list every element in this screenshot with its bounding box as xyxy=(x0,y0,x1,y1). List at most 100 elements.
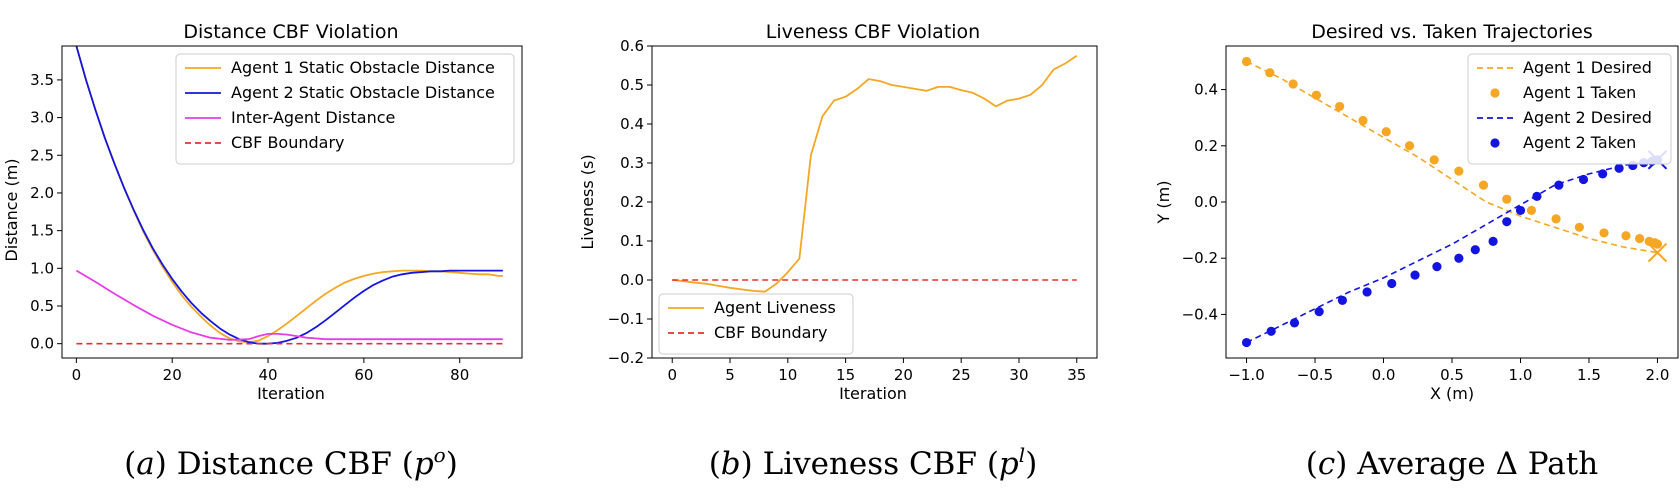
data-point xyxy=(1502,217,1512,227)
y-tick-label: −0.4 xyxy=(1182,305,1218,323)
x-tick-label: 1.0 xyxy=(1509,366,1533,384)
caption-letter: a xyxy=(136,446,154,482)
chart-title: Liveness CBF Violation xyxy=(766,21,980,43)
caption-superscript: o xyxy=(434,443,446,467)
data-point xyxy=(1515,205,1526,216)
y-tick-label: 0.3 xyxy=(620,154,644,172)
data-point xyxy=(1635,233,1645,244)
legend-item: CBF Boundary xyxy=(185,133,345,152)
chart-title: Desired vs. Taken Trajectories xyxy=(1311,21,1593,43)
data-point xyxy=(1387,278,1397,289)
legend-item: Agent 2 Taken xyxy=(1490,133,1636,152)
legend-label: Agent 2 Taken xyxy=(1523,133,1636,152)
data-point xyxy=(1652,239,1663,249)
x-tick-label: −0.5 xyxy=(1297,366,1333,384)
data-point xyxy=(1429,155,1439,165)
y-tick-label: 0.6 xyxy=(620,37,644,55)
x-tick-label: 2.0 xyxy=(1646,366,1670,384)
y-tick-label: −0.2 xyxy=(1182,249,1218,267)
x-axis-label: Iteration xyxy=(257,384,325,403)
legend-label: Agent 2 Desired xyxy=(1523,108,1652,127)
data-point xyxy=(1454,253,1464,263)
x-tick-label: 60 xyxy=(354,366,373,384)
data-point xyxy=(1311,90,1321,100)
x-tick-label: 0 xyxy=(667,366,677,384)
y-axis-label: Y (m) xyxy=(1154,181,1173,225)
data-point xyxy=(1478,180,1489,190)
goal-marker-agent-1-desired xyxy=(1647,242,1668,263)
legend-label: Agent 1 Desired xyxy=(1523,58,1652,77)
x-tick-label: 15 xyxy=(836,366,855,384)
legend-label: Agent Liveness xyxy=(714,298,836,317)
legend-item: Agent 2 Desired xyxy=(1477,108,1652,127)
caption-text: Average Δ Path xyxy=(1356,446,1598,482)
series-inter-agent-distance-line xyxy=(75,269,503,341)
caption-c: (c) Average Δ Path xyxy=(1306,446,1598,482)
data-point xyxy=(1241,56,1252,67)
x-tick-label: 20 xyxy=(163,366,182,384)
data-point xyxy=(1362,287,1372,297)
data-point xyxy=(1381,127,1391,137)
caption-symbol: p xyxy=(999,446,1019,482)
x-tick-label: −1.0 xyxy=(1228,366,1264,384)
caption-letter: c xyxy=(1318,446,1335,482)
panel-trajectories: Desired vs. Taken Trajectories X (m) Y (… xyxy=(1154,21,1679,403)
x-tick-label: 0.0 xyxy=(1372,366,1396,384)
x-tick-label: 40 xyxy=(258,366,277,384)
caption-symbol: p xyxy=(414,446,434,482)
caption-superscript: l xyxy=(1019,443,1025,467)
data-point xyxy=(1502,194,1512,204)
legend-item: CBF Boundary xyxy=(668,323,828,342)
y-tick-label: 0.2 xyxy=(620,193,644,211)
data-point xyxy=(1599,228,1609,238)
y-tick-label: 0.2 xyxy=(1194,137,1218,155)
data-point xyxy=(1265,68,1275,78)
plot-frame xyxy=(1225,45,1679,359)
x-axis-label: Iteration xyxy=(839,384,907,403)
x-tick-label: 30 xyxy=(1009,366,1028,384)
legend: Agent 1 Static Obstacle Distance Agent 2 … xyxy=(175,53,515,165)
caption-text: Distance CBF xyxy=(177,446,392,482)
legend-item: Agent 1 Desired xyxy=(1477,58,1652,77)
data-point xyxy=(1532,191,1542,201)
data-point xyxy=(1410,270,1420,280)
x-tick-label: 0 xyxy=(72,366,82,384)
chart-title: Distance CBF Violation xyxy=(183,21,398,43)
legend-label: Agent 1 Static Obstacle Distance xyxy=(231,58,495,77)
x-tick-label: 20 xyxy=(894,366,913,384)
x-tick-label: 1.5 xyxy=(1577,366,1601,384)
caption-a: (a) Distance CBF (po) xyxy=(124,443,458,482)
data-point xyxy=(1574,222,1584,232)
x-tick-label: 5 xyxy=(725,366,735,384)
data-point xyxy=(1470,245,1480,255)
data-point xyxy=(1621,231,1631,241)
legend-item: Inter-Agent Distance xyxy=(185,108,395,127)
y-tick-label: 1.0 xyxy=(30,259,54,277)
y-tick-label: 3.0 xyxy=(30,109,54,127)
series-agent-liveness-line xyxy=(672,55,1078,293)
x-tick-label: 80 xyxy=(450,366,469,384)
data-point xyxy=(1551,214,1561,224)
data-point xyxy=(1526,205,1537,216)
data-point xyxy=(1614,163,1624,173)
legend-label: Agent 2 Static Obstacle Distance xyxy=(231,83,495,102)
series-agent-2-taken xyxy=(1241,155,1663,348)
data-point xyxy=(1289,318,1300,328)
data-point xyxy=(1288,79,1298,89)
y-axis-label: Liveness (s) xyxy=(578,154,597,249)
y-tick-label: −0.2 xyxy=(608,349,644,367)
legend-swatch xyxy=(1490,138,1500,148)
legend-label: Agent 1 Taken xyxy=(1523,83,1636,102)
legend-box xyxy=(1467,53,1672,165)
y-tick-label: 0.0 xyxy=(620,271,644,289)
legend-label: CBF Boundary xyxy=(714,323,828,342)
legend-label: Inter-Agent Distance xyxy=(231,108,395,127)
data-point xyxy=(1314,307,1324,317)
legend: Agent Liveness CBF Boundary xyxy=(658,293,854,355)
data-point xyxy=(1337,295,1348,305)
y-tick-label: 0.0 xyxy=(30,335,54,353)
data-point xyxy=(1598,169,1608,179)
panel-liveness-cbf: Liveness CBF Violation Iteration Livenes… xyxy=(578,21,1098,403)
y-tick-label: 0.5 xyxy=(30,297,54,315)
